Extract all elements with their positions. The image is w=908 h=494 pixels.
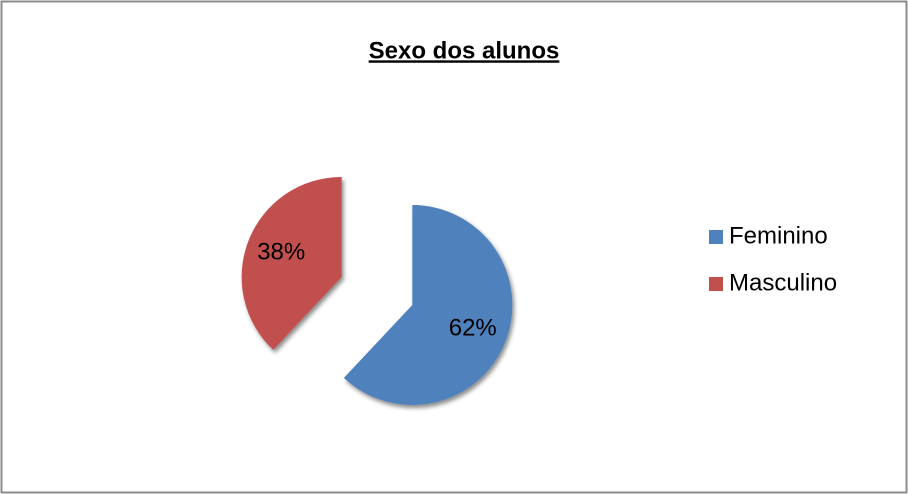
legend-swatch (709, 230, 723, 244)
pie-slice (343, 204, 513, 405)
chart-title: Sexo dos alunos (369, 37, 560, 64)
legend-label: Masculino (729, 269, 837, 296)
legend-label: Feminino (729, 222, 828, 249)
legend-swatch (709, 277, 723, 291)
pie-slice (241, 177, 342, 350)
data-label: 38% (257, 238, 305, 265)
data-label: 62% (449, 314, 497, 341)
